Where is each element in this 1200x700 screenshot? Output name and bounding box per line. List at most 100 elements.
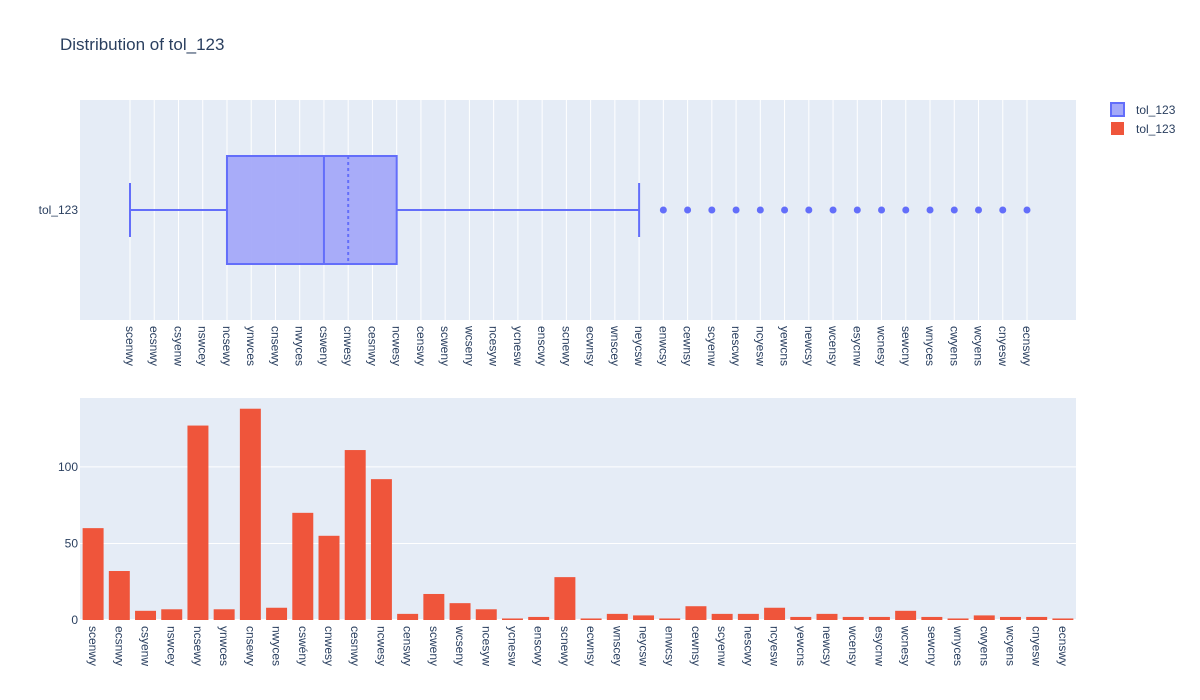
bar[interactable] (82, 528, 104, 620)
box-x-tick-label: ncwesy (390, 326, 404, 366)
bar[interactable] (213, 609, 235, 620)
outlier-point[interactable] (781, 206, 789, 214)
box-x-tick-label: wnscey (608, 325, 622, 366)
bar-x-tick-label: nwyces (270, 626, 284, 666)
legend-label: tol_123 (1136, 103, 1176, 117)
bar[interactable] (1052, 618, 1074, 620)
outlier-point[interactable] (756, 206, 764, 214)
bar-x-tick-label: wcensy (846, 625, 860, 666)
bar-x-tick-label: csyenw (139, 626, 153, 666)
legend-label: tol_123 (1136, 122, 1176, 136)
bar-x-tick-label: ecnswy (1056, 626, 1070, 666)
bar-x-tick-label: sewcny (925, 626, 939, 666)
box-x-tick-label: wcnesy (875, 325, 889, 366)
outlier-point[interactable] (999, 206, 1007, 214)
outlier-point[interactable] (878, 206, 886, 214)
bar-x-tick-label: ecwnsy (584, 626, 598, 666)
bar[interactable] (266, 607, 288, 620)
outlier-point[interactable] (902, 206, 910, 214)
bar[interactable] (501, 618, 523, 620)
bar[interactable] (318, 535, 340, 620)
bar[interactable] (554, 577, 576, 620)
bar[interactable] (1026, 616, 1048, 620)
outlier-point[interactable] (708, 206, 716, 214)
bar[interactable] (449, 603, 471, 620)
bar[interactable] (239, 408, 261, 620)
bar[interactable] (790, 616, 812, 620)
bar-x-tick-label: scyenw (715, 626, 729, 666)
bar[interactable] (737, 613, 759, 620)
bar[interactable] (397, 613, 419, 620)
bar-x-tick-label: wcnesy (899, 625, 913, 666)
bar-y-tick-label: 50 (65, 536, 79, 550)
bar-y-tick-label: 0 (71, 613, 78, 627)
bar-x-tick-label: ncesyw (479, 626, 493, 666)
chart-title: Distribution of tol_123 (60, 35, 224, 54)
bar[interactable] (528, 616, 550, 620)
bar[interactable] (606, 613, 628, 620)
box-x-tick-label: wcyens (972, 325, 986, 366)
bar[interactable] (161, 609, 183, 620)
bar-series[interactable] (82, 408, 1074, 620)
bar-plot-area (80, 398, 1076, 620)
outlier-point[interactable] (659, 206, 667, 214)
bar-x-tick-label: enscwy (532, 626, 546, 666)
bar[interactable] (633, 615, 655, 620)
bar[interactable] (921, 616, 943, 620)
bar-x-tick-label: wcseny (453, 625, 467, 666)
outlier-point[interactable] (805, 206, 813, 214)
legend-bar-swatch (1111, 122, 1124, 135)
bar[interactable] (868, 616, 890, 620)
outlier-point[interactable] (926, 206, 934, 214)
box-plot[interactable] (129, 155, 1031, 265)
bar[interactable] (580, 618, 602, 620)
bar-x-tick-label: cnwesy (322, 626, 336, 666)
bar[interactable] (187, 425, 209, 620)
bar[interactable] (711, 613, 733, 620)
bar[interactable] (947, 618, 969, 620)
outlier-point[interactable] (950, 206, 958, 214)
bar[interactable] (135, 610, 157, 620)
outlier-point[interactable] (1023, 206, 1031, 214)
box-x-tick-label: ecwnsy (584, 326, 598, 366)
bar-y-axis: 0 50 100 (58, 460, 78, 627)
box-x-tick-label: ncsewy (220, 326, 234, 366)
bar[interactable] (659, 618, 681, 620)
box-y-axis: tol_123 (39, 203, 79, 217)
box-x-tick-label: ncyesw (753, 326, 767, 366)
bar[interactable] (973, 615, 995, 620)
bar[interactable] (292, 512, 314, 620)
bar[interactable] (895, 610, 917, 620)
bar-x-tick-label: ynwces (217, 626, 231, 666)
box-x-axis: scenwy ecsnwy csyenw nswcey ncsewy ynwces cnse… (123, 325, 1034, 366)
bar[interactable] (108, 571, 130, 620)
bar[interactable] (344, 450, 366, 620)
bar-x-tick-label: cswény (296, 626, 310, 666)
bar[interactable] (842, 616, 864, 620)
outlier-point[interactable] (853, 206, 861, 214)
bar[interactable] (423, 593, 445, 620)
bar[interactable] (999, 616, 1021, 620)
bar-x-tick-label: cnyesw (1030, 626, 1044, 666)
outlier-point[interactable] (975, 206, 983, 214)
outlier-point[interactable] (829, 206, 837, 214)
box-x-tick-label: yewcns (778, 326, 792, 366)
box-x-tick-label: esycnw (850, 326, 864, 366)
legend[interactable]: tol_123 tol_123 (1110, 102, 1176, 136)
box-x-tick-label: enscwy (535, 326, 549, 366)
box-x-tick-label: cesnwy (365, 326, 379, 366)
box-x-tick-label: neycsw (632, 326, 646, 366)
bar[interactable] (370, 479, 392, 620)
bar[interactable] (685, 606, 707, 620)
bar[interactable] (816, 613, 838, 620)
outlier-point[interactable] (684, 206, 692, 214)
bar-x-tick-label: neycsw (637, 626, 651, 666)
bar[interactable] (764, 607, 786, 620)
bar-x-tick-label: nswcey (165, 626, 179, 666)
outlier-point[interactable] (732, 206, 740, 214)
bar-x-tick-label: yewcns (794, 626, 808, 666)
bar[interactable] (475, 609, 497, 620)
box-x-tick-label: ycnesw (511, 326, 525, 366)
bar-x-tick-label: wnscey (610, 625, 624, 666)
box-iqr[interactable] (225, 155, 398, 265)
